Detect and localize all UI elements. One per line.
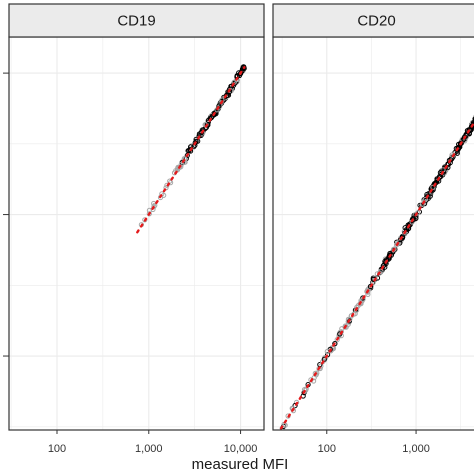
data-point-black bbox=[458, 140, 464, 147]
data-point-black bbox=[472, 120, 474, 125]
x-axis-title: measured MFI bbox=[192, 456, 289, 473]
facet-strip bbox=[272, 3, 474, 38]
data-point-black bbox=[424, 194, 430, 200]
data-point-grey bbox=[430, 184, 436, 190]
y-axis bbox=[3, 72, 9, 357]
facet-panel-cd20: CD20 100 1,000 bbox=[272, 3, 474, 455]
data-point-grey bbox=[277, 429, 280, 430]
x-tick-label: 100 bbox=[318, 443, 336, 455]
data-point-grey bbox=[303, 387, 309, 393]
data-point-grey bbox=[142, 217, 148, 223]
data-point-grey bbox=[182, 156, 188, 162]
data-point-black bbox=[456, 145, 462, 151]
x-tick-label: 1,000 bbox=[402, 443, 430, 455]
panel-cd20 bbox=[273, 37, 474, 430]
panel-background bbox=[273, 37, 474, 430]
fit-line bbox=[136, 66, 246, 234]
data-point-grey bbox=[419, 201, 425, 207]
data-point-black bbox=[472, 116, 474, 122]
data-point-black bbox=[198, 132, 204, 138]
data-point-black bbox=[434, 177, 440, 183]
facet-panel-cd19: CD19 100 1,000 10,000 bbox=[8, 3, 265, 455]
data-point-black bbox=[448, 157, 454, 163]
data-point-grey bbox=[146, 211, 152, 217]
facet-strip-label: CD20 bbox=[357, 13, 395, 30]
data-point-black bbox=[454, 150, 460, 156]
x-tick-label: 100 bbox=[48, 443, 66, 455]
facet-panels: CD19 100 1,000 10,000 CD20 100 1,000 bbox=[8, 3, 474, 455]
data-point-grey bbox=[422, 196, 428, 203]
panel-cd19 bbox=[9, 37, 264, 430]
x-tick-label: 10,000 bbox=[224, 443, 258, 455]
facet-strip bbox=[8, 3, 265, 38]
facet-strip-label: CD19 bbox=[117, 13, 155, 30]
x-tick-label: 1,000 bbox=[135, 443, 163, 455]
data-point-black bbox=[367, 283, 374, 290]
fit-line bbox=[278, 120, 474, 430]
data-point-black bbox=[332, 341, 338, 347]
